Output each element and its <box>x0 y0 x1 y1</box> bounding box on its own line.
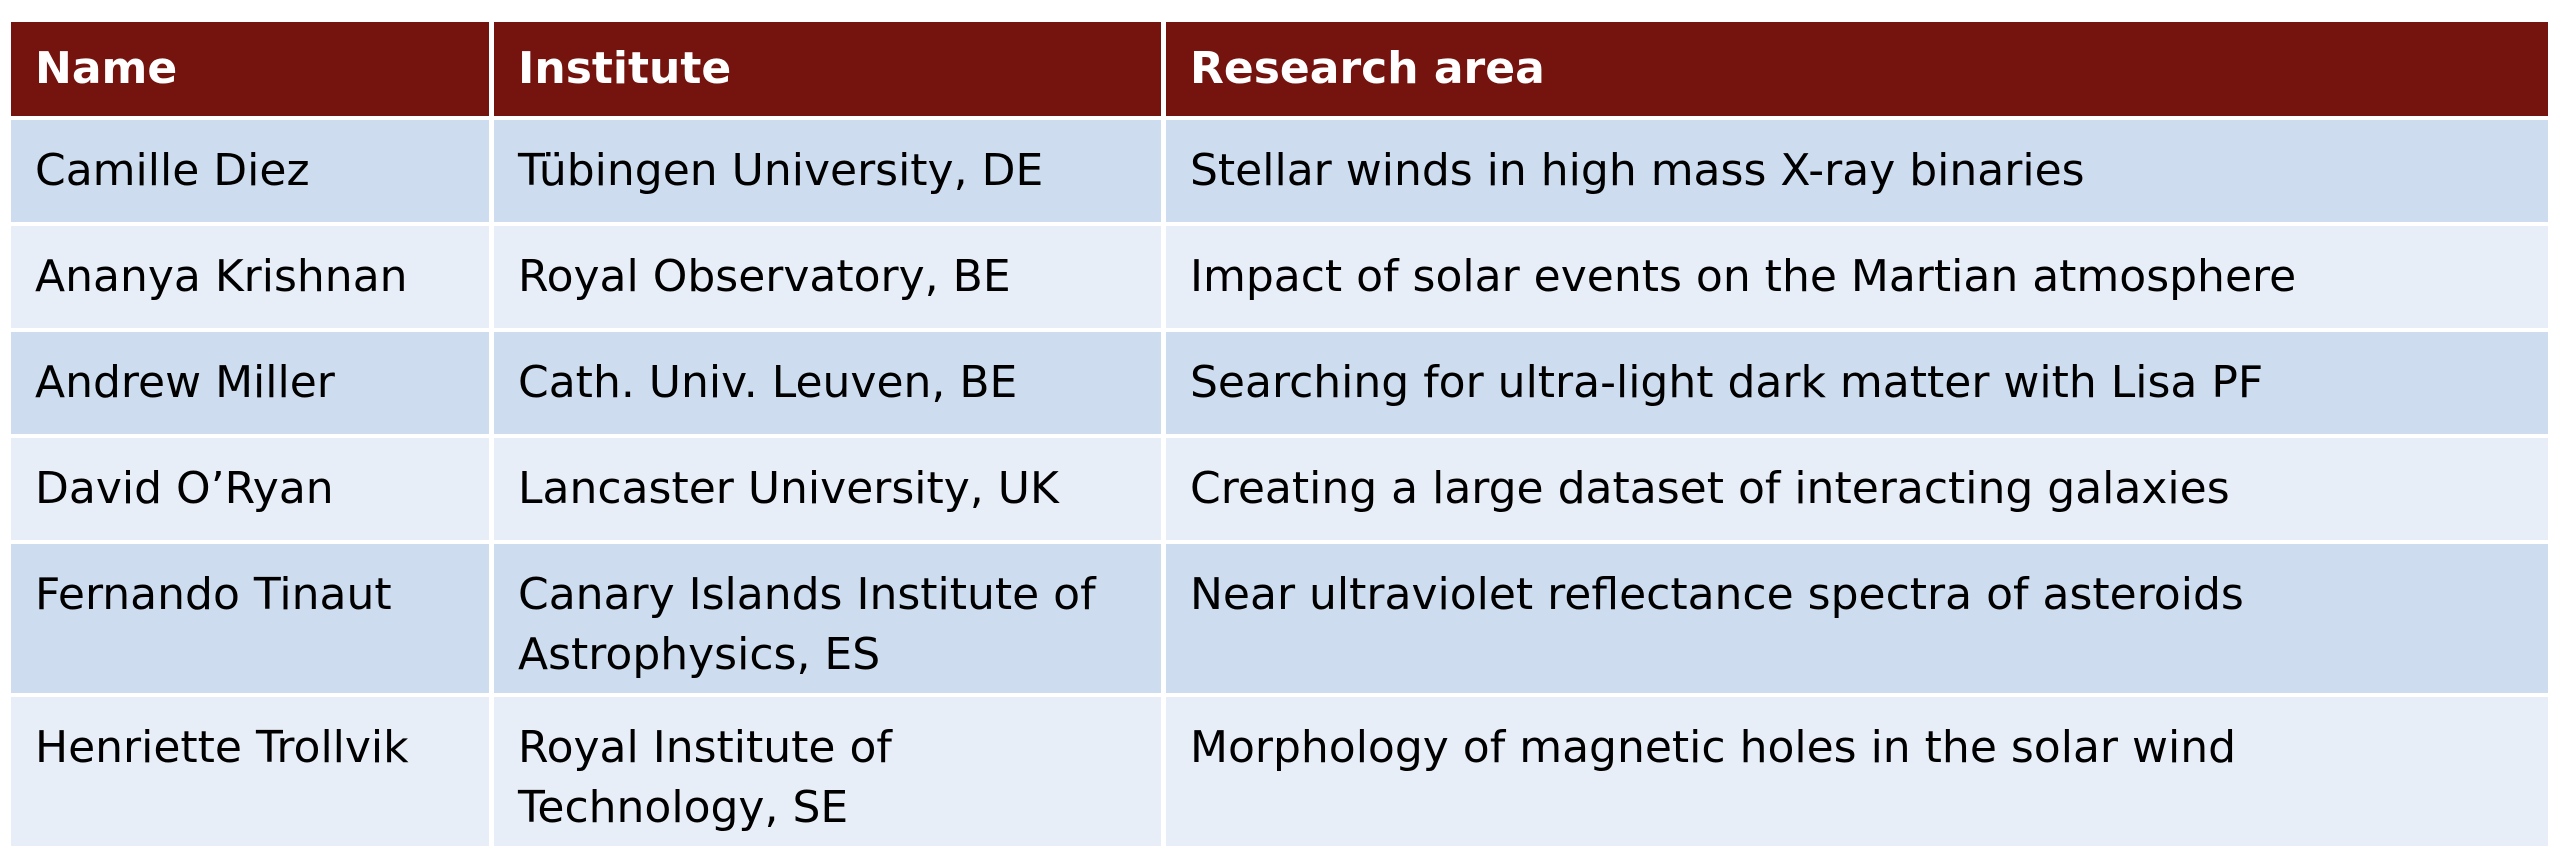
researcher-table: Name Institute Research area Camille Diez T… <box>6 18 2553 850</box>
table-cell: Fernando Tinaut <box>11 544 489 693</box>
table-row: Ananya Krishnan Royal Observatory, BE Impa… <box>11 226 2548 328</box>
table-cell: Impact of solar events on the Martian at… <box>1166 226 2548 328</box>
table-cell: Tübingen University, DE <box>494 120 1161 222</box>
table-cell: Ananya Krishnan <box>11 226 489 328</box>
table-row: Andrew Miller Cath. Univ. Leuven, BE Searc… <box>11 332 2548 434</box>
table-cell: Royal Observatory, BE <box>494 226 1161 328</box>
table-cell: Henriette Trollvik <box>11 697 489 846</box>
table-row: Camille Diez Tübingen University, DE Stell… <box>11 120 2548 222</box>
table-row: Fernando Tinaut Canary Islands Institute … <box>11 544 2548 693</box>
table-cell: Creating a large dataset of interacting … <box>1166 438 2548 540</box>
table-cell: Lancaster University, UK <box>494 438 1161 540</box>
table-cell: Cath. Univ. Leuven, BE <box>494 332 1161 434</box>
table-body: Camille Diez Tübingen University, DE Stell… <box>11 120 2548 846</box>
table-cell: Near ultraviolet reflectance spectra of … <box>1166 544 2548 693</box>
header-cell: Name <box>11 22 489 116</box>
table-cell: Andrew Miller <box>11 332 489 434</box>
header-cell: Research area <box>1166 22 2548 116</box>
table-row: Henriette Trollvik Royal Institute of Tec… <box>11 697 2548 846</box>
table-cell: Morphology of magnetic holes in the sola… <box>1166 697 2548 846</box>
table-cell: Stellar winds in high mass X-ray binarie… <box>1166 120 2548 222</box>
table-cell: Canary Islands Institute of Astrophysics… <box>494 544 1161 693</box>
header-row: Name Institute Research area <box>11 22 2548 116</box>
table-cell: David O’Ryan <box>11 438 489 540</box>
table-row: David O’Ryan Lancaster University, UK Crea… <box>11 438 2548 540</box>
table-cell: Searching for ultra-light dark matter wi… <box>1166 332 2548 434</box>
header-cell: Institute <box>494 22 1161 116</box>
table-cell: Royal Institute of Technology, SE <box>494 697 1161 846</box>
table-cell: Camille Diez <box>11 120 489 222</box>
